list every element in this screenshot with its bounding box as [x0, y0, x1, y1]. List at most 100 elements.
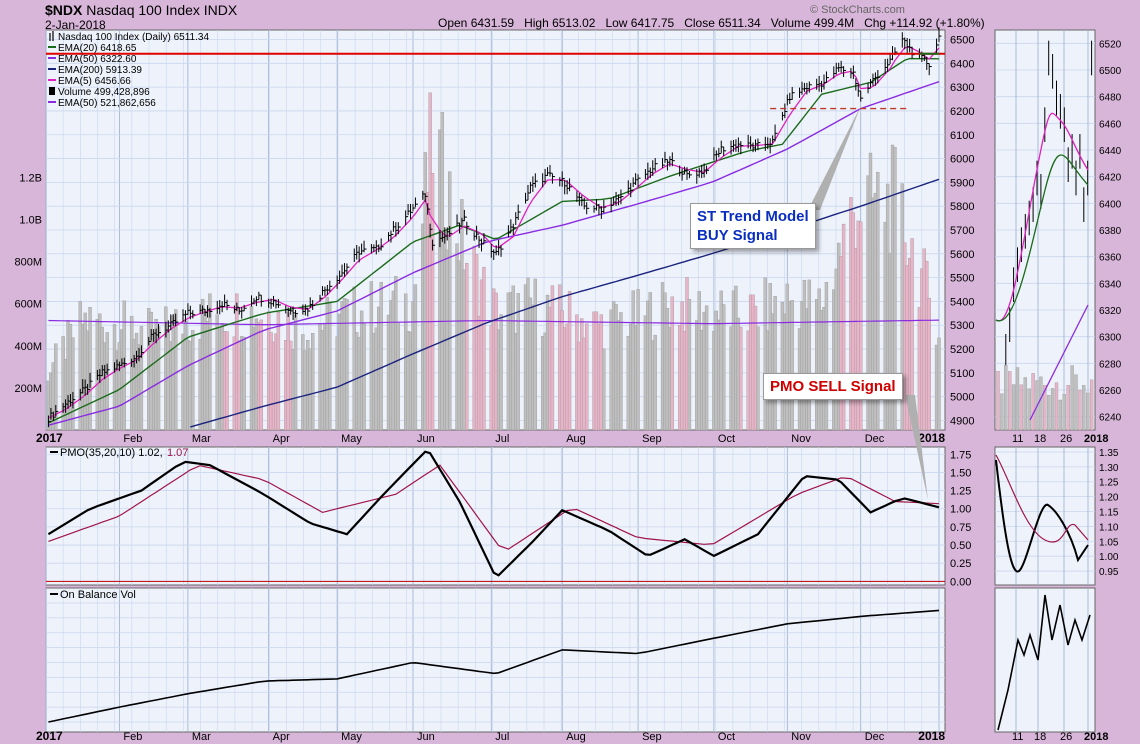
volume-bar [379, 281, 383, 431]
ema50-line [48, 81, 940, 426]
volume-bar [139, 326, 144, 431]
price-tick-label: 6000 [950, 154, 974, 166]
volume-bar [448, 171, 452, 431]
x-tick-label: 2017 [36, 431, 63, 445]
zoom-price-tick-label: 6360 [1099, 253, 1122, 264]
zoom-obv-line [997, 594, 1091, 731]
zoom-price-tick-label: 6440 [1099, 146, 1122, 157]
volume-bar [413, 284, 418, 431]
zoom-volume-bar [1070, 365, 1074, 431]
x-tick-label-bottom: 2017 [36, 729, 63, 743]
x-tick-label: Nov [791, 433, 811, 445]
ema5-line [48, 46, 940, 419]
zoom-pmo-tick-label: 1.15 [1099, 508, 1119, 519]
x-tick-label: Sep [642, 433, 662, 445]
zoom-volume-bar [1039, 376, 1043, 431]
volume-bar [259, 319, 263, 431]
zoom-price-tick-label: 6480 [1099, 93, 1122, 104]
volume-bar [739, 326, 743, 431]
pmo-panel [45, 446, 946, 586]
zoom-price-tick-label: 6400 [1099, 199, 1122, 210]
price-tick-label: 5600 [950, 249, 974, 261]
zoom-volume-bar [1058, 399, 1063, 431]
volume-bar [345, 299, 349, 431]
zoom-volume-bar [1004, 365, 1008, 431]
zoom-pmo-tick-label: 1.00 [1099, 552, 1119, 563]
zoom-volume-bar [1031, 373, 1035, 431]
x-tick-label-bottom: Oct [718, 731, 735, 743]
zoom-pmo-line [995, 459, 1089, 573]
price-tick-label: 6100 [950, 130, 974, 142]
zoom-price-tick-label: 6500 [1099, 66, 1122, 77]
zoom-volume-bar [1066, 385, 1070, 431]
x-tick-label: Feb [123, 433, 142, 445]
volume-bar [937, 337, 941, 431]
volume-bar [893, 147, 897, 431]
volume-bar [602, 348, 606, 431]
legend-entry: Nasdaq 100 Index (Daily) 6511.34 [58, 32, 209, 43]
zoom-volume-bar [996, 371, 1000, 431]
legend-entry: Volume 499,428,896 [58, 87, 150, 98]
volume-tick-label: 800M [14, 257, 42, 269]
pmo-sell-callout: PMO SELL Signal [763, 373, 903, 400]
zoom-pmo-signal-line [995, 454, 1089, 543]
x-tick-label-bottom: 2018 [918, 729, 945, 743]
volume-bar [208, 293, 212, 431]
volume-bar [293, 314, 298, 431]
zoom-volume-bar [1019, 384, 1024, 431]
x-tick-label: Jun [417, 433, 435, 445]
zoom-x-tick-label: 11 [1012, 433, 1023, 445]
zoom-pmo-tick-label: 1.05 [1099, 537, 1119, 548]
volume-tick-label: 1.0B [19, 214, 42, 226]
zoom-pmo-tick-label: 1.25 [1099, 478, 1119, 489]
volume-bar [242, 336, 246, 431]
pmo-signal-label: 1.07 [167, 447, 188, 459]
volume-bar [156, 326, 161, 431]
x-tick-label-bottom: Jul [495, 731, 509, 743]
zoom-volume-bar [1054, 382, 1059, 431]
zoom-x-tick-label-bottom: 18 [1034, 731, 1046, 743]
zoom-volume-bar [1015, 367, 1020, 431]
x-tick-label: 2018 [918, 431, 945, 445]
price-tick-label: 6300 [950, 82, 974, 94]
x-tick-label-bottom: Jun [417, 731, 435, 743]
zoom-x-tick-label-bottom: 26 [1060, 731, 1072, 743]
x-tick-label: Dec [865, 433, 885, 445]
zoom-price-tick-label: 6340 [1099, 279, 1122, 290]
volume-bar [722, 304, 726, 431]
zoom-x-tick-label-bottom: 11 [1012, 731, 1023, 743]
volume-tick-label: 1.2B [19, 172, 42, 184]
symbol-name: Nasdaq 100 Index [86, 2, 200, 18]
zoom-price-tick-label: 6380 [1099, 226, 1122, 237]
zoom-pmo-tick-label: 0.95 [1099, 567, 1119, 578]
volume-bar [550, 285, 555, 431]
volume-bar [516, 293, 520, 431]
price-tick-label: 5800 [950, 201, 974, 213]
x-tick-label: Aug [566, 433, 586, 445]
pmo-tick-label: 0.25 [950, 558, 971, 570]
zoom-x-tick-label: 26 [1060, 433, 1072, 445]
pmo-tick-label: 1.25 [950, 486, 971, 498]
volume-bar [927, 297, 931, 431]
x-tick-label: Mar [192, 433, 211, 445]
ema20-line [48, 57, 940, 424]
x-tick-label: May [341, 433, 362, 445]
zoom-volume-bar [1082, 385, 1086, 431]
pmo-tick-label: 0.50 [950, 540, 971, 552]
zoom-x-tick-label-bottom: 2018 [1084, 731, 1108, 743]
x-tick-label-bottom: May [341, 731, 362, 743]
zoom-obv-panel [994, 587, 1096, 733]
volume-bar [687, 299, 692, 431]
trend-callout-pointer [808, 106, 861, 210]
zoom-volume-bar [1047, 395, 1051, 431]
volume-bar [824, 282, 829, 431]
legend-entry: EMA(50) 6322.60 [58, 54, 137, 65]
zoom-ema50-line [1029, 304, 1089, 421]
legend-entry: EMA(20) 6418.65 [58, 43, 137, 54]
volume-bar [756, 326, 760, 431]
volume-bar [362, 323, 366, 431]
volume-bar [841, 223, 846, 431]
zoom-volume-bar [1000, 393, 1004, 431]
volume-bar [773, 295, 777, 431]
volume-tick-label: 600M [14, 299, 42, 311]
